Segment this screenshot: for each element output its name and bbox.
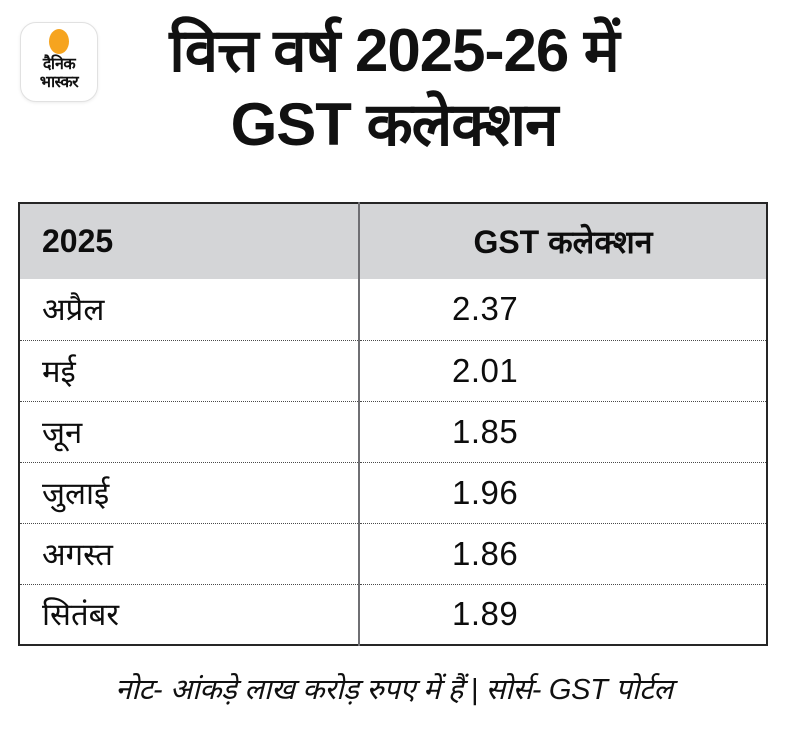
value-cell: 1.85 — [358, 400, 767, 462]
logo-text: दैनिक भास्कर — [39, 56, 79, 92]
month-cell: अगस्त — [19, 522, 359, 584]
sun-icon — [49, 29, 69, 54]
table-row: जून 1.85 — [19, 400, 767, 462]
value-cell: 1.86 — [358, 522, 767, 584]
dainik-bhaskar-logo: दैनिक भास्कर — [20, 22, 98, 102]
title-line1: वित्त वर्ष 2025-26 में — [169, 17, 620, 84]
gst-column-header: GST कलेक्शन — [358, 203, 767, 279]
table-row: जुलाई 1.96 — [19, 461, 767, 523]
value-cell: 2.37 — [358, 279, 767, 340]
value-cell: 1.89 — [358, 583, 767, 645]
gst-collection-table: 2025 GST कलेक्शन अप्रैल 2.37 मई 2.01 जून… — [18, 202, 768, 646]
month-cell: मई — [19, 339, 359, 401]
page-title: वित्त वर्ष 2025-26 में GST कलेक्शन — [0, 14, 788, 162]
month-cell: जुलाई — [19, 461, 359, 523]
logo-text-line1: दैनिक — [42, 56, 76, 73]
logo-text-line2: भास्कर — [39, 74, 79, 91]
table-row: अप्रैल 2.37 — [19, 279, 767, 340]
value-cell: 1.96 — [358, 461, 767, 523]
table-header-row: 2025 GST कलेक्शन — [19, 203, 767, 279]
table-row: अगस्त 1.86 — [19, 522, 767, 584]
title-line2: GST कलेक्शन — [230, 91, 559, 158]
year-column-header: 2025 — [19, 203, 359, 279]
month-cell: जून — [19, 400, 359, 462]
month-cell: अप्रैल — [19, 279, 359, 340]
table-row: सितंबर 1.89 — [19, 583, 767, 645]
footer-note: नोट- आंकड़े लाख करोड़ रुपए में हैं | सोर… — [115, 674, 673, 706]
month-cell: सितंबर — [19, 583, 359, 645]
table-row: मई 2.01 — [19, 339, 767, 401]
value-cell: 2.01 — [358, 339, 767, 401]
